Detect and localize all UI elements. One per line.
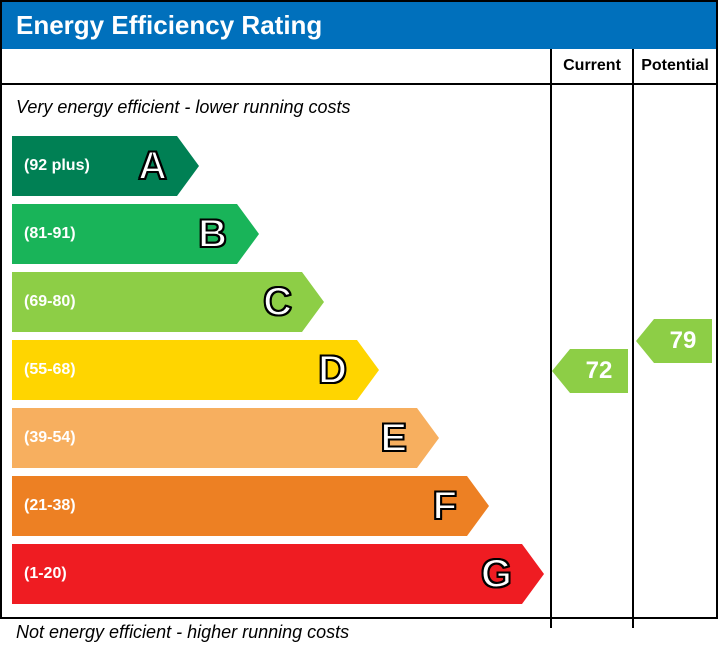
band-body: (69-80) C bbox=[12, 272, 302, 332]
band-letter: C bbox=[263, 280, 292, 325]
band-b: (81-91) B bbox=[12, 204, 550, 264]
band-arrow-icon bbox=[522, 544, 544, 604]
potential-value: 79 bbox=[654, 319, 712, 363]
band-e: (39-54) E bbox=[12, 408, 550, 468]
band-body: (1-20) G bbox=[12, 544, 522, 604]
potential-pointer: 79 bbox=[636, 319, 712, 363]
band-letter: E bbox=[380, 416, 407, 461]
band-body: (92 plus) A bbox=[12, 136, 177, 196]
band-body: (55-68) D bbox=[12, 340, 357, 400]
band-range: (1-20) bbox=[24, 565, 67, 583]
band-a: (92 plus) A bbox=[12, 136, 550, 196]
header-potential: Potential bbox=[634, 49, 716, 83]
band-arrow-icon bbox=[237, 204, 259, 264]
header-spacer bbox=[2, 49, 552, 83]
bands-container: (92 plus) A (81-91) B (69-80) C (55-68) D (39-54… bbox=[2, 122, 550, 618]
band-arrow-icon bbox=[302, 272, 324, 332]
band-range: (21-38) bbox=[24, 497, 76, 515]
band-d: (55-68) D bbox=[12, 340, 550, 400]
band-range: (81-91) bbox=[24, 225, 76, 243]
potential-column: 79 bbox=[634, 85, 716, 628]
band-letter: B bbox=[198, 212, 227, 257]
band-c: (69-80) C bbox=[12, 272, 550, 332]
band-range: (39-54) bbox=[24, 429, 76, 447]
note-bottom: Not energy efficient - higher running co… bbox=[2, 618, 550, 647]
band-letter: D bbox=[318, 348, 347, 393]
note-top: Very energy efficient - lower running co… bbox=[2, 93, 550, 122]
current-pointer: 72 bbox=[552, 349, 628, 393]
band-arrow-icon bbox=[177, 136, 199, 196]
band-range: (69-80) bbox=[24, 293, 76, 311]
chart-title: Energy Efficiency Rating bbox=[2, 2, 716, 49]
band-arrow-icon bbox=[417, 408, 439, 468]
band-f: (21-38) F bbox=[12, 476, 550, 536]
band-range: (92 plus) bbox=[24, 157, 90, 175]
band-body: (39-54) E bbox=[12, 408, 417, 468]
band-letter: G bbox=[481, 552, 512, 597]
band-range: (55-68) bbox=[24, 361, 76, 379]
band-letter: A bbox=[138, 144, 167, 189]
pointer-arrow-icon bbox=[636, 319, 654, 363]
band-g: (1-20) G bbox=[12, 544, 550, 604]
pointer-arrow-icon bbox=[552, 349, 570, 393]
band-letter: F bbox=[433, 484, 457, 529]
band-arrow-icon bbox=[467, 476, 489, 536]
body-row: Very energy efficient - lower running co… bbox=[2, 85, 716, 628]
band-body: (81-91) B bbox=[12, 204, 237, 264]
chart-area: Very energy efficient - lower running co… bbox=[2, 85, 552, 628]
current-value: 72 bbox=[570, 349, 628, 393]
current-column: 72 bbox=[552, 85, 634, 628]
header-current: Current bbox=[552, 49, 634, 83]
epc-chart: Energy Efficiency Rating Current Potenti… bbox=[0, 0, 718, 619]
band-arrow-icon bbox=[357, 340, 379, 400]
band-body: (21-38) F bbox=[12, 476, 467, 536]
header-row: Current Potential bbox=[2, 49, 716, 85]
